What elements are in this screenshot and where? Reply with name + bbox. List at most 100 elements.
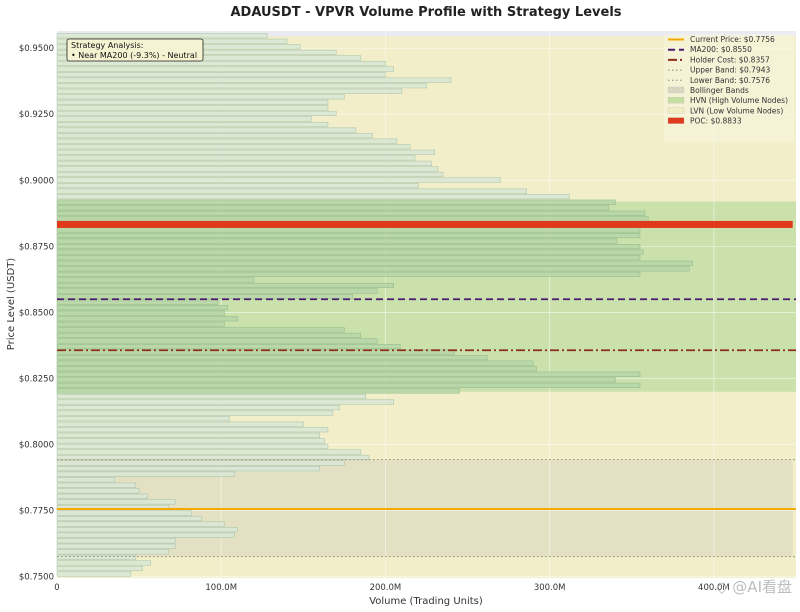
volume-bar: [56, 72, 386, 78]
volume-bar: [56, 238, 618, 244]
volume-bar: [56, 149, 436, 155]
volume-bar: [56, 293, 353, 300]
volume-bar: [56, 454, 370, 461]
y-tick-label: $0.9250: [19, 110, 54, 120]
volume-bar: [56, 538, 176, 544]
volume-bar: [56, 66, 394, 72]
volume-bar: [56, 121, 329, 128]
volume-bar: [56, 177, 501, 183]
volume-bar: [56, 488, 140, 494]
volume-bar: [56, 260, 693, 266]
level-lines: [57, 298, 796, 558]
volume-bar: [56, 571, 132, 577]
volume-bar: [56, 466, 321, 472]
volume-bar: [56, 510, 192, 516]
legend-label: Lower Band: $0.7576: [690, 76, 770, 85]
volume-bar: [56, 216, 649, 222]
legend-patch-2: [667, 107, 685, 114]
volume-bar: [56, 565, 143, 572]
volume-bar: [56, 232, 641, 239]
legend-label: Holder Cost: $0.8357: [690, 55, 770, 64]
x-tick-label: 0: [54, 583, 59, 593]
volume-bar: [56, 244, 641, 250]
x-tick-label: 400.0M: [698, 583, 730, 593]
poc-bar: [57, 220, 793, 228]
volume-bar: [56, 266, 690, 272]
volume-bar: [56, 199, 616, 205]
volume-bar: [56, 327, 345, 333]
x-axis-ticks: 0 100.0M 200.0M 300.0M 400.0M: [54, 583, 729, 593]
volume-bar: [56, 332, 362, 338]
volume-bar: [56, 404, 340, 411]
volume-bar: [56, 166, 439, 172]
chart-title: ADAUSDT - VPVR Volume Profile with Strat…: [230, 5, 621, 20]
volume-bar: [56, 83, 427, 89]
volume-bar: [56, 438, 325, 444]
strategy-annotation-box: Strategy Analysis: • Near MA200 (-9.3%) …: [66, 38, 204, 62]
volume-bar: [56, 377, 616, 383]
volume-bar: [56, 110, 337, 117]
volume-bar: [56, 554, 137, 560]
volume-bar: [56, 299, 219, 305]
legend-label: LVN (Low Volume Nodes): [690, 106, 783, 115]
volume-bar: [56, 388, 460, 394]
legend-frame: [664, 34, 794, 142]
volume-bar: [56, 171, 444, 178]
volume-bar: [56, 527, 238, 533]
legend-label: Current Price: $0.7756: [690, 35, 775, 44]
volume-bar: [56, 205, 610, 211]
volume-bar: [56, 160, 432, 166]
volume-bar: [56, 127, 357, 133]
x-tick-label: 300.0M: [534, 583, 566, 593]
volume-bar: [56, 88, 403, 94]
volume-bar: [56, 316, 238, 322]
watermark: ◇ @AI看盘: [716, 578, 792, 596]
volume-bar: [56, 443, 329, 449]
volume-bar: [56, 94, 345, 100]
volume-bar: [56, 144, 411, 150]
volume-bar: [56, 382, 641, 388]
volume-bar: [56, 194, 570, 200]
volume-bar: [56, 499, 176, 505]
volume-bar: [56, 105, 329, 111]
legend-label: MA200: $0.8550: [690, 45, 752, 54]
y-tick-label: $0.8750: [19, 242, 54, 252]
volume-bar: [56, 416, 230, 422]
volume-bar: [56, 449, 362, 455]
volume-bar: [56, 255, 641, 261]
x-axis-label: Volume (Trading Units): [369, 596, 483, 607]
annotation-line: • Near MA200 (-9.3%) - Neutral: [71, 51, 197, 60]
volume-bar: [56, 410, 334, 416]
legend-label: Bollinger Bands: [690, 86, 749, 95]
volume-bar: [56, 477, 115, 483]
volume-bar: [56, 249, 644, 255]
volume-bars: [56, 33, 793, 577]
volume-bar: [56, 421, 304, 427]
volume-bar: [56, 338, 378, 344]
y-tick-label: $0.8000: [19, 441, 54, 451]
volume-bar: [56, 393, 367, 400]
y-tick-label: $0.7500: [19, 573, 54, 583]
volume-bar: [56, 493, 148, 499]
volume-bar: [56, 99, 329, 105]
volume-bar: [56, 321, 225, 327]
volume-bar: [56, 183, 419, 189]
volume-bar: [56, 360, 534, 366]
volume-bar: [56, 399, 394, 405]
volume-bar: [56, 271, 641, 277]
volume-bar: [56, 349, 455, 355]
volume-bar: [56, 55, 362, 61]
y-axis-label: Price Level (USDT): [6, 258, 17, 351]
volume-bar: [56, 515, 202, 522]
x-tick-label: 100.0M: [205, 583, 237, 593]
y-tick-label: $0.8500: [19, 308, 54, 318]
volume-bar: [56, 116, 312, 122]
volume-bar: [56, 432, 321, 438]
y-axis-ticks: $0.7500 $0.7750 $0.8000 $0.8250 $0.8500 $0.87…: [19, 44, 54, 583]
y-tick-label: $0.9000: [19, 176, 54, 186]
legend-label: POC: $0.8833: [690, 117, 742, 126]
volume-bar: [56, 310, 225, 316]
volume-bar: [56, 288, 378, 294]
